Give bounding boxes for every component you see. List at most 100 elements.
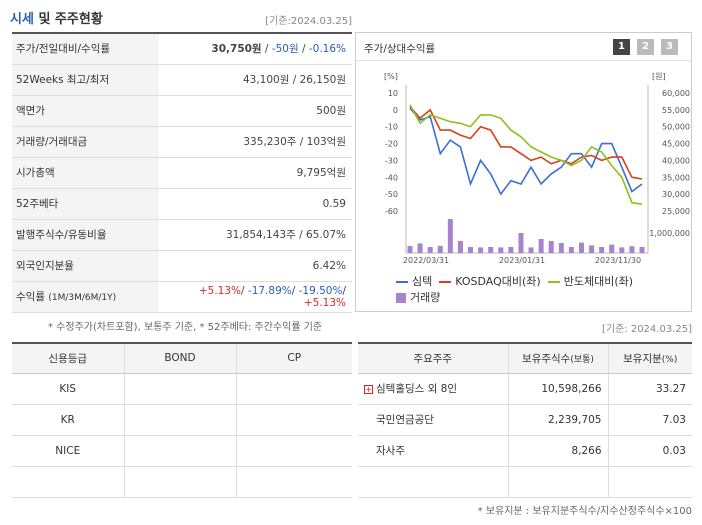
left-tick-label: -40: [385, 173, 398, 182]
series-line-stock: [409, 107, 643, 196]
right-tick-label: 50,000: [662, 123, 690, 132]
legend-swatch-stock: [396, 281, 408, 283]
quote-footnote: * 수정주가(차트포함), 보통주 기준, * 52주베타: 주간수익률 기준: [48, 322, 323, 333]
section-title: 시세 및 주주현황 [기준:2024.03.25]: [10, 8, 352, 30]
series-line-semi: [409, 104, 643, 206]
table-row: KR: [12, 404, 352, 436]
volume-bar: [427, 247, 433, 253]
volume-bar: [508, 247, 514, 253]
holder-name: 국민연금공단: [358, 404, 509, 436]
left-tick-label: -10: [385, 123, 398, 132]
return-1m: +5.13%: [198, 284, 242, 297]
ratings-date: [기준: 2024.03.25]: [601, 324, 692, 335]
volume-bar: [629, 246, 635, 253]
quote-row-volume: 거래량/거래대금 335,230주 / 103억원: [12, 126, 352, 158]
right-tick-label: 45,000: [662, 140, 690, 149]
volume-bar: [639, 247, 645, 253]
quote-row-shares: 발행주식수/유동비율 31,854,143주 / 65.07%: [12, 219, 352, 251]
shareholders-table: 주요주주 보유주식수(보통) 보유지분(%) + 심텍홀딩스 외 8인 10,59…: [358, 342, 692, 498]
holders-footnote: * 보유지분 : 보유지분주식수/지수산정주식수×100: [477, 506, 692, 517]
x-tick-label: 2023/01/31: [499, 256, 545, 265]
series-line-kosdaq: [409, 105, 643, 180]
holder-name: 자사주: [358, 435, 509, 467]
chart-panel: 주가/상대수익률 1 2 3 [%] [원] 10 0 -10 -20 -30 -40 -50 -…: [355, 32, 692, 312]
legend-swatch-kosdaq: [439, 281, 452, 283]
quote-value: 31,854,143주 / 65.07%: [159, 219, 352, 251]
col-bond: BOND: [124, 343, 237, 374]
quote-label: 수익률 (1M/3M/6M/1Y): [12, 281, 159, 313]
volume-bar: [599, 247, 605, 253]
return-3m: -17.89%: [247, 284, 292, 297]
table-row: [358, 466, 692, 498]
chart-tab-1[interactable]: 1: [613, 39, 630, 55]
legend-semi: 반도체대비(좌): [563, 275, 634, 288]
right-tick-label: 30,000: [662, 190, 690, 199]
left-tick-label: -60: [385, 207, 398, 216]
volume-tick-label: 1,000,000: [649, 229, 690, 238]
volume-bar: [468, 247, 474, 253]
quote-value: 0.59: [159, 188, 352, 220]
quote-label: 52주베타: [12, 188, 159, 220]
left-axis-unit: [%]: [384, 72, 398, 81]
left-tick-label: -20: [385, 140, 398, 149]
quote-row-foreign: 외국인지분율 6.42%: [12, 250, 352, 282]
volume-bar: [437, 245, 443, 253]
quote-value: 9,795억원: [159, 157, 352, 189]
quote-table: 주가/전일대비/수익률 30,750원 / -50원 / -0.16% 52We…: [12, 32, 352, 313]
volume-bar: [417, 243, 423, 253]
volume-bar: [548, 241, 554, 253]
right-tick-label: 35,000: [662, 173, 690, 182]
quote-value: +5.13%/ -17.89%/ -19.50%/ +5.13%: [159, 281, 352, 313]
quote-label: 액면가: [12, 95, 159, 127]
table-row: 국민연금공단 2,239,705 7.03: [358, 404, 692, 436]
volume-bar: [488, 247, 494, 253]
quote-label: 발행주식수/유동비율: [12, 219, 159, 251]
quote-value: 30,750원 / -50원 / -0.16%: [159, 33, 352, 65]
chart-tab-3[interactable]: 3: [661, 39, 678, 55]
quote-value: 6.42%: [159, 250, 352, 282]
right-tick-label: 60,000: [662, 89, 690, 98]
col-shares: 보유주식수(보통): [508, 343, 609, 374]
left-tick-label: -50: [385, 190, 398, 199]
quote-label: 주가/전일대비/수익률: [12, 33, 159, 65]
volume-bar: [407, 246, 413, 253]
quote-value: 335,230주 / 103억원: [159, 126, 352, 158]
quote-value: 500원: [159, 95, 352, 127]
expand-icon[interactable]: +: [364, 384, 373, 394]
volume-bar: [619, 247, 625, 253]
title-market: 시세: [10, 12, 34, 27]
volume-bar: [568, 247, 574, 253]
return-1y: +5.13%: [303, 296, 346, 309]
quote-label: 시가총액: [12, 157, 159, 189]
col-cp: CP: [236, 343, 352, 374]
volume-bar: [538, 239, 544, 253]
volume-bar: [528, 247, 534, 253]
relative-return-chart: [%] [원] 10 0 -10 -20 -30 -40 -50 -60 60,000 55,000 5…: [384, 72, 690, 265]
chart-header: 주가/상대수익률 1 2 3: [356, 33, 691, 61]
quote-label: 52Weeks 최고/최저: [12, 64, 159, 96]
right-tick-label: 25,000: [662, 207, 690, 216]
chart-legend: 심텍 KOSDAQ대비(좌) 반도체대비(좌): [396, 273, 633, 289]
reference-date: [기준:2024.03.25]: [265, 16, 352, 27]
volume-bar: [518, 233, 524, 253]
credit-rating-table: 신용등급 BOND CP KIS KR NICE: [12, 342, 352, 498]
quote-label: 외국인지분율: [12, 250, 159, 282]
quote-label: 거래량/거래대금: [12, 126, 159, 158]
legend-stock: 심텍: [412, 275, 433, 288]
left-tick-label: -30: [385, 156, 398, 165]
table-row: [12, 466, 352, 498]
return-6m: -19.50%: [298, 284, 343, 297]
legend-swatch-volume: [396, 293, 406, 303]
x-tick-label: 2023/11/30: [595, 256, 641, 265]
right-tick-label: 40,000: [662, 156, 690, 165]
table-row: KIS: [12, 373, 352, 405]
title-shareholders: 및 주주현황: [33, 12, 103, 27]
quote-row-market-cap: 시가총액 9,795억원: [12, 157, 352, 189]
quote-row-price: 주가/전일대비/수익률 30,750원 / -50원 / -0.16%: [12, 33, 352, 65]
legend-swatch-semi: [547, 281, 560, 283]
chart-tab-2[interactable]: 2: [637, 39, 654, 55]
price-change-rate: -0.16%: [308, 43, 346, 56]
volume-bar: [609, 244, 615, 253]
table-row: NICE: [12, 435, 352, 467]
volume-bar: [589, 245, 595, 253]
